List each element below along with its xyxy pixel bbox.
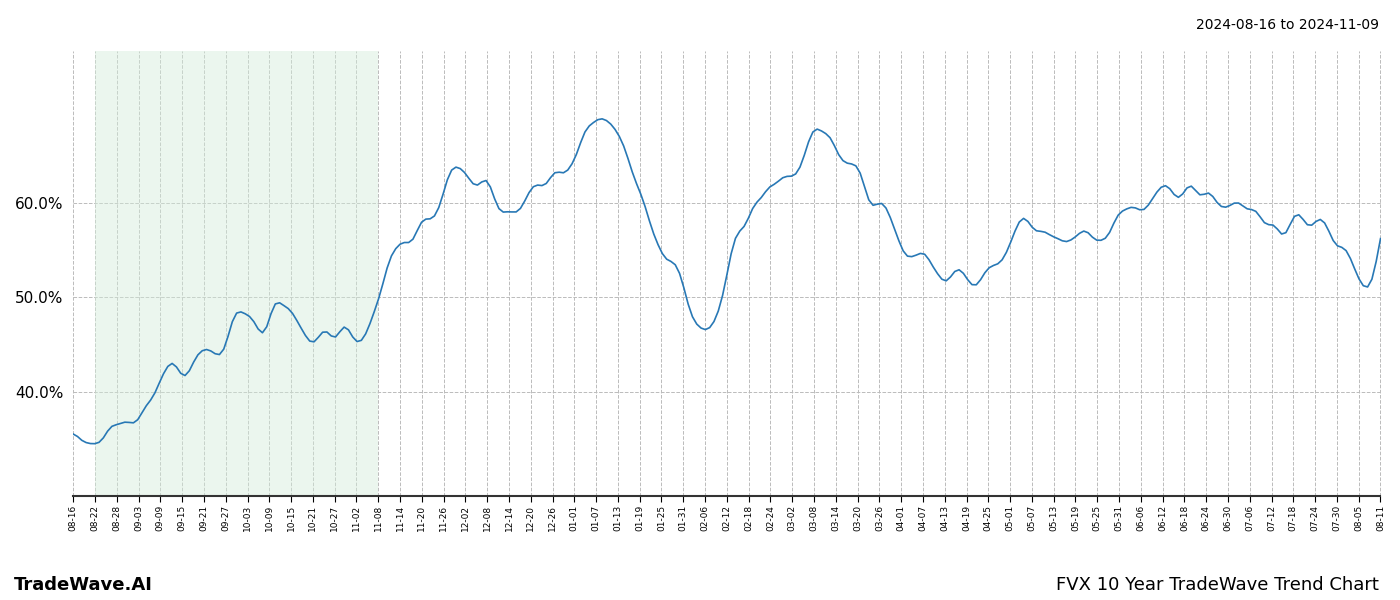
Text: FVX 10 Year TradeWave Trend Chart: FVX 10 Year TradeWave Trend Chart — [1056, 576, 1379, 594]
Bar — [95, 51, 378, 496]
Text: TradeWave.AI: TradeWave.AI — [14, 576, 153, 594]
Text: 2024-08-16 to 2024-11-09: 2024-08-16 to 2024-11-09 — [1196, 18, 1379, 32]
